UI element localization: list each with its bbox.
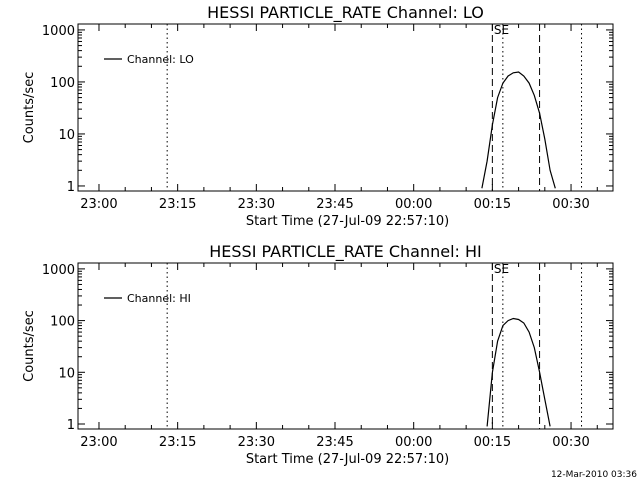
x-tick-label: 23:15 [159,197,196,212]
x-tick-label: 00:30 [552,435,589,450]
x-tick-label: 00:15 [474,197,511,212]
chart-panel-hi: HESSI PARTICLE_RATE Channel: HI Counts/se… [22,242,614,467]
y-tick-label: 10 [58,128,75,143]
x-tick-label: 23:15 [159,435,196,450]
series-line [481,71,556,189]
footer-timestamp: 12-Mar-2010 03:36 [551,470,637,480]
x-tick-label: 23:45 [316,197,353,212]
series-line [486,317,551,427]
y-tick-label: 1 [67,180,75,195]
y-tick-label: 10 [58,366,75,381]
plot-frame [77,23,614,192]
x-tick-label: 23:30 [238,197,275,212]
x-tick-label: 00:30 [552,197,589,212]
x-tick-label: 23:45 [316,435,353,450]
y-tick-label: 100 [50,76,75,91]
x-tick-label: 00:00 [395,197,432,212]
y-axis-label: Counts/sec [22,72,37,144]
x-tick-label: 23:30 [238,435,275,450]
y-tick-label: 1000 [42,263,75,278]
x-tick-label: 23:00 [80,435,117,450]
y-tick-label: 1 [67,418,75,433]
x-tick-label: 23:00 [80,197,117,212]
x-axis-label: Start Time (27-Jul-09 22:57:10) [246,452,449,467]
event-label-se: SE [494,23,509,37]
y-axis-label: Counts/sec [22,310,37,382]
chart-panel-lo: HESSI PARTICLE_RATE Channel: LO Counts/se… [22,3,614,229]
y-tick-label: 1000 [42,24,75,39]
event-label-se: SE [494,262,509,276]
legend-entry: Channel: LO [127,53,194,66]
y-tick-label: 100 [50,315,75,330]
legend-entry: Channel: HI [127,292,191,305]
x-tick-label: 00:15 [474,435,511,450]
chart-title: HESSI PARTICLE_RATE Channel: LO [207,3,484,23]
plot-frame [77,262,614,430]
chart-title: HESSI PARTICLE_RATE Channel: HI [209,242,482,262]
x-axis-label: Start Time (27-Jul-09 22:57:10) [246,214,449,229]
x-tick-label: 00:00 [395,435,432,450]
